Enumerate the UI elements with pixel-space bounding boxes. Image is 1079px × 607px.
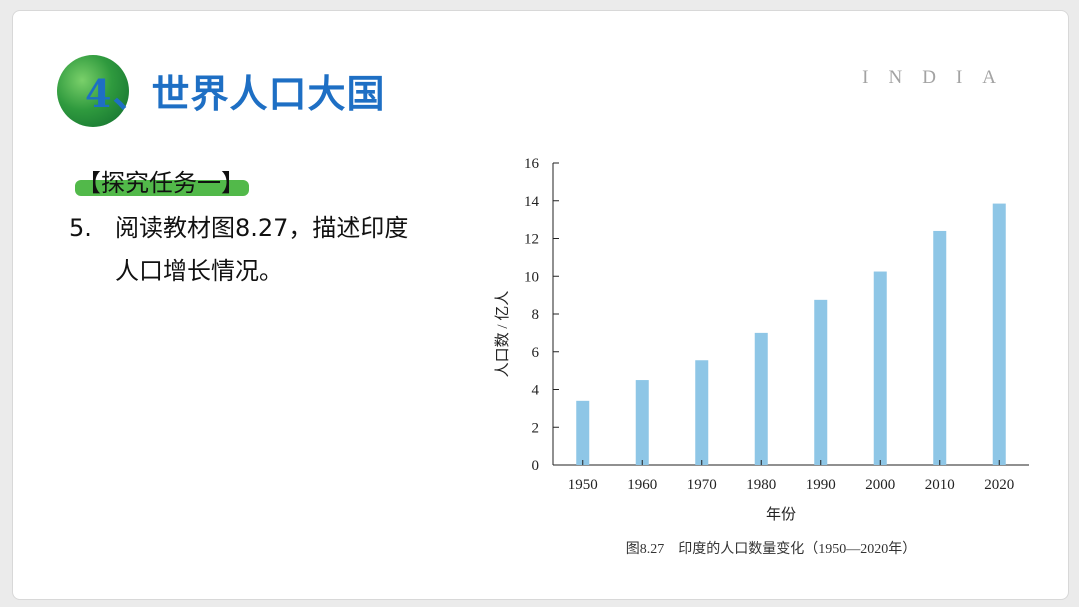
task-label: 【探究任务一】 bbox=[77, 169, 245, 197]
bar-1980 bbox=[754, 332, 768, 465]
question-number: 5. bbox=[69, 214, 92, 242]
y-axis: 0 2 4 6 8 10 12 14 16 bbox=[524, 156, 1029, 474]
x-tick-label: 1950 bbox=[568, 477, 598, 493]
brand-label: INDIA bbox=[862, 67, 1016, 88]
x-tick-label: 1960 bbox=[627, 477, 657, 493]
title-badge-circle bbox=[57, 55, 129, 127]
slide: 4、世界人口大国 INDIA 【探究任务一】 5. 阅读教材图8.27，描述印度 … bbox=[12, 10, 1069, 600]
x-axis-label: 年份 bbox=[766, 506, 796, 523]
y-tick-label: 16 bbox=[524, 156, 540, 172]
task-highlight bbox=[75, 180, 249, 196]
x-tick-label: 2010 bbox=[925, 477, 955, 493]
y-tick-label: 6 bbox=[532, 345, 540, 361]
question-line-2: 人口增长情况。 bbox=[115, 257, 283, 285]
y-tick-label: 0 bbox=[532, 458, 540, 474]
x-tick-label: 2020 bbox=[984, 477, 1014, 493]
chart-caption: 图8.27 印度的人口数量变化（1950—2020年） bbox=[626, 541, 917, 557]
y-tick-label: 10 bbox=[524, 269, 539, 285]
bars bbox=[576, 203, 1006, 466]
bar-2000 bbox=[873, 271, 887, 465]
x-tick-label: 2000 bbox=[865, 477, 895, 493]
x-tick-label: 1970 bbox=[687, 477, 717, 493]
population-bar-chart: 0 2 4 6 8 10 12 14 16 1950 1960 1970 1980 1990 2000 20… bbox=[494, 156, 1029, 557]
question-line-1: 阅读教材图8.27，描述印度 bbox=[115, 214, 409, 242]
bar-1970 bbox=[695, 360, 709, 465]
y-tick-label: 4 bbox=[532, 383, 540, 399]
task-heading: 【探究任务一】 bbox=[73, 163, 249, 198]
bar-1990 bbox=[814, 299, 828, 465]
y-tick-label: 12 bbox=[524, 232, 539, 248]
x-tick-labels: 1950 1960 1970 1980 1990 2000 2010 2020 bbox=[568, 460, 1014, 493]
y-tick-label: 2 bbox=[532, 420, 540, 436]
y-tick-label: 8 bbox=[532, 307, 540, 323]
slide-title: 4、世界人口大国 bbox=[85, 71, 386, 116]
x-tick-label: 1980 bbox=[746, 477, 776, 493]
bar-2020 bbox=[992, 203, 1006, 466]
x-tick-label: 1990 bbox=[806, 477, 836, 493]
y-tick-label: 14 bbox=[524, 194, 540, 210]
bar-1950 bbox=[576, 400, 590, 465]
question-text: 5. 阅读教材图8.27，描述印度 人口增长情况。 bbox=[69, 207, 449, 293]
bar-2010 bbox=[933, 230, 947, 465]
y-axis-label: 人口数 / 亿人 bbox=[494, 291, 511, 378]
bar-1960 bbox=[635, 380, 649, 465]
